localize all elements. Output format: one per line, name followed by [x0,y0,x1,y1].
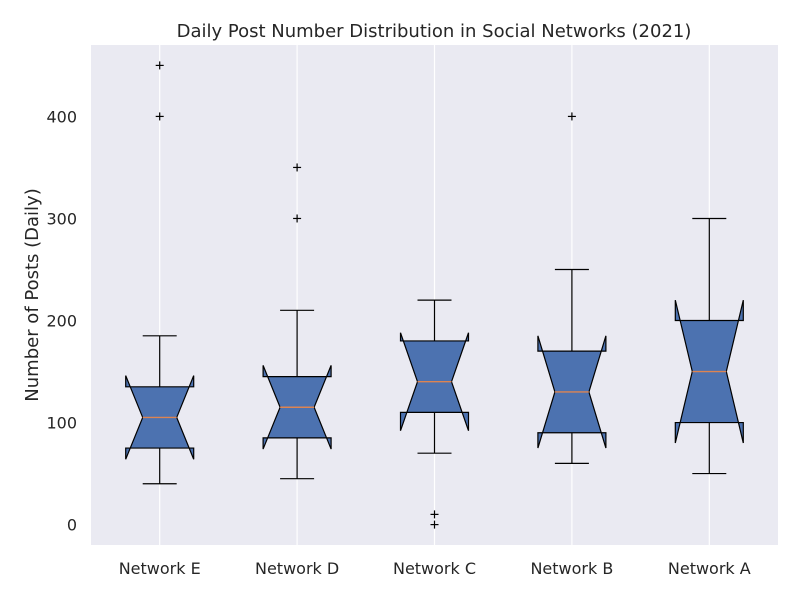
outlier-marker [430,520,439,529]
y-axis-label: Number of Posts (Daily) [22,188,43,401]
x-tick-label: Network C [393,559,476,578]
y-axis-ticks: 0 100 200 300 400 [46,107,77,534]
y-tick-label: 100 [46,414,77,433]
chart-title: Daily Post Number Distribution in Social… [177,21,692,42]
outlier-marker [155,61,164,70]
box-group [125,61,195,485]
y-tick-label: 300 [46,209,77,228]
x-tick-label: Network B [530,559,613,578]
x-tick-label: Network A [668,559,751,578]
x-tick-label: Network D [255,559,339,578]
y-tick-label: 200 [46,312,77,331]
outlier-marker [293,214,302,223]
x-tick-label: Network E [119,559,201,578]
box-group [399,299,470,529]
box-group [262,163,332,480]
outlier-marker [430,510,439,519]
y-tick-label: 400 [46,107,77,126]
box-group [537,112,607,464]
box-series [125,61,744,529]
outlier-marker [155,112,164,121]
box-group [674,217,744,475]
y-tick-label: 0 [67,516,77,535]
outlier-marker [293,163,302,172]
outlier-marker [567,112,576,121]
x-axis-ticks: Network E Network D Network C Network B Netw… [119,559,751,578]
